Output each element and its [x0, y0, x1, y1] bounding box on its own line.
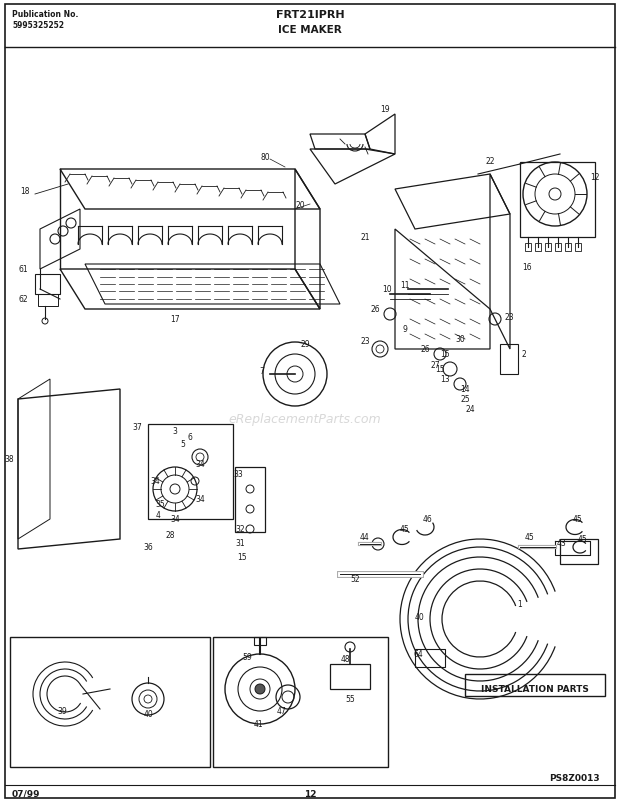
Text: 44: 44 [360, 533, 370, 542]
Text: 40: 40 [415, 613, 425, 622]
Bar [330, 664, 370, 689]
Text: 35: 35 [155, 500, 165, 509]
Text: Publication No.: Publication No. [12, 10, 78, 19]
Text: 12: 12 [304, 789, 316, 798]
Text: 23: 23 [505, 313, 515, 322]
Bar [500, 344, 518, 374]
Bar [254, 638, 266, 645]
Bar [38, 295, 58, 307]
Text: 7: 7 [259, 367, 264, 376]
Text: 13: 13 [440, 375, 450, 384]
Text: 21: 21 [360, 233, 370, 243]
Text: 37: 37 [132, 423, 142, 432]
Bar [235, 467, 265, 532]
Text: 45: 45 [578, 535, 588, 544]
Text: 5995325252: 5995325252 [12, 21, 64, 30]
Text: ICE MAKER: ICE MAKER [278, 25, 342, 35]
Bar [415, 649, 445, 667]
Text: 55: 55 [345, 695, 355, 703]
Text: 24: 24 [465, 405, 475, 414]
Text: 33: 33 [233, 470, 243, 479]
Text: 19: 19 [380, 105, 390, 114]
Text: 34: 34 [150, 477, 160, 486]
Text: 9: 9 [402, 325, 407, 334]
Text: 10: 10 [382, 285, 392, 294]
Text: 80: 80 [260, 153, 270, 161]
Text: 64: 64 [413, 650, 423, 658]
Bar [545, 243, 551, 251]
Bar [555, 243, 561, 251]
Text: 30: 30 [455, 335, 465, 344]
Text: 11: 11 [401, 280, 410, 289]
Text: FRT21IPRH: FRT21IPRH [276, 10, 344, 20]
Bar [565, 243, 571, 251]
Text: 16: 16 [522, 263, 531, 272]
Text: INSTALLATION PARTS: INSTALLATION PARTS [481, 685, 589, 694]
Text: 17: 17 [170, 315, 180, 324]
Text: 1: 1 [518, 600, 523, 609]
Bar [520, 163, 595, 238]
Text: eReplacementParts.com: eReplacementParts.com [229, 413, 381, 426]
Text: 34: 34 [170, 515, 180, 524]
Text: 6: 6 [188, 433, 192, 442]
Text: 34: 34 [195, 495, 205, 503]
Text: 28: 28 [166, 530, 175, 539]
Text: 46: 46 [423, 515, 433, 524]
Text: 15: 15 [435, 365, 445, 374]
Text: 40: 40 [143, 710, 153, 719]
Bar [575, 243, 581, 251]
Text: 18: 18 [20, 187, 30, 196]
Text: 12: 12 [590, 173, 600, 182]
Text: 36: 36 [143, 543, 153, 552]
Text: 61: 61 [19, 265, 28, 274]
Text: 34: 34 [195, 460, 205, 469]
Text: 23: 23 [360, 337, 370, 346]
Bar [35, 275, 60, 295]
Text: 26: 26 [370, 305, 380, 314]
Text: 29: 29 [300, 340, 310, 349]
Bar [525, 243, 531, 251]
Text: 27: 27 [430, 361, 440, 370]
Text: 45: 45 [525, 533, 535, 542]
Text: 38: 38 [4, 455, 14, 464]
Text: 47: 47 [277, 707, 287, 715]
Text: 31: 31 [235, 539, 245, 548]
Text: 32: 32 [235, 525, 245, 534]
Bar [213, 638, 388, 767]
Bar [10, 638, 210, 767]
Text: 15: 15 [440, 350, 450, 359]
Text: 2: 2 [522, 350, 527, 359]
Text: 22: 22 [485, 157, 495, 166]
Text: 3: 3 [172, 427, 177, 436]
Text: 39: 39 [57, 707, 67, 715]
Text: 4: 4 [156, 511, 161, 520]
Text: 15: 15 [237, 552, 247, 562]
Bar [148, 425, 233, 520]
Text: 62: 62 [19, 296, 28, 304]
Text: 26: 26 [420, 345, 430, 354]
Text: 07/99: 07/99 [12, 789, 40, 798]
Text: 45: 45 [400, 525, 410, 534]
Bar [465, 675, 605, 696]
Text: 45: 45 [573, 515, 583, 524]
Text: 52: 52 [350, 575, 360, 584]
Circle shape [255, 684, 265, 694]
Text: 14: 14 [460, 385, 470, 394]
Text: 20: 20 [295, 200, 305, 210]
Text: 59: 59 [242, 653, 252, 662]
Text: 25: 25 [460, 395, 470, 404]
Text: 5: 5 [180, 440, 185, 449]
Text: 43: 43 [557, 538, 567, 547]
Text: 41: 41 [253, 719, 263, 728]
Text: PS8Z0013: PS8Z0013 [549, 773, 600, 782]
Bar [560, 540, 598, 565]
Text: 48: 48 [340, 654, 350, 663]
Bar [535, 243, 541, 251]
